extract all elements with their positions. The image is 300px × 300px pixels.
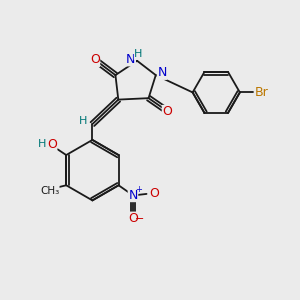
Text: −: −: [135, 214, 144, 224]
Text: +: +: [135, 185, 142, 194]
Text: N: N: [128, 189, 138, 202]
Text: O: O: [149, 188, 159, 200]
Text: O: O: [128, 212, 138, 225]
Text: H: H: [38, 139, 46, 148]
Text: Br: Br: [255, 86, 269, 99]
Text: N: N: [158, 66, 167, 79]
Text: O: O: [47, 138, 57, 151]
Text: O: O: [162, 106, 172, 118]
Text: N: N: [126, 53, 135, 66]
Text: H: H: [134, 50, 143, 59]
Text: CH₃: CH₃: [40, 186, 59, 196]
Text: O: O: [90, 53, 100, 66]
Text: H: H: [79, 116, 87, 126]
